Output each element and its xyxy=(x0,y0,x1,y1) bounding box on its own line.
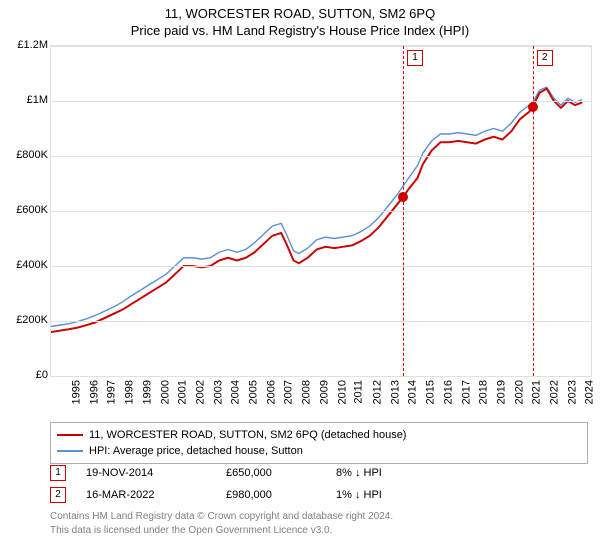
x-axis-label: 2016 xyxy=(442,380,454,404)
x-axis-label: 2002 xyxy=(194,380,206,404)
x-axis-label: 2013 xyxy=(389,380,401,404)
x-axis-label: 2006 xyxy=(265,380,277,404)
sales-marker-1: 1 xyxy=(50,465,66,481)
x-axis-label: 2010 xyxy=(336,380,348,404)
legend-row-property: 11, WORCESTER ROAD, SUTTON, SM2 6PQ (det… xyxy=(57,427,581,443)
x-axis-label: 2020 xyxy=(513,380,525,404)
legend-row-hpi: HPI: Average price, detached house, Sutt… xyxy=(57,443,581,459)
y-axis-label: £1M xyxy=(27,94,48,106)
x-axis-label: 2019 xyxy=(495,380,507,404)
x-axis-label: 2009 xyxy=(318,380,330,404)
x-axis-label: 1995 xyxy=(70,380,82,404)
y-axis-label: £1.2M xyxy=(17,39,48,51)
legend-swatch-property xyxy=(57,434,83,436)
sales-date-1: 19-NOV-2014 xyxy=(86,467,226,479)
sale-marker-chart: 1 xyxy=(407,50,423,66)
x-axis-label: 2012 xyxy=(371,380,383,404)
legend-label-property: 11, WORCESTER ROAD, SUTTON, SM2 6PQ (det… xyxy=(89,429,406,441)
y-axis-label: £600K xyxy=(16,204,48,216)
sales-price-1: £650,000 xyxy=(226,467,336,479)
legend-swatch-hpi xyxy=(57,450,83,452)
x-axis-label: 2011 xyxy=(353,380,365,404)
sales-table: 1 19-NOV-2014 £650,000 8% ↓ HPI 2 16-MAR… xyxy=(50,462,382,506)
sales-marker-2: 2 xyxy=(50,487,66,503)
x-axis-label: 2001 xyxy=(177,380,189,404)
x-axis-label: 2003 xyxy=(212,380,224,404)
y-axis-label: £400K xyxy=(16,259,48,271)
sale-dot xyxy=(398,192,408,202)
x-axis-label: 1999 xyxy=(141,380,153,404)
x-axis-label: 2018 xyxy=(478,380,490,404)
legend-label-hpi: HPI: Average price, detached house, Sutt… xyxy=(89,445,303,457)
sales-row-2: 2 16-MAR-2022 £980,000 1% ↓ HPI xyxy=(50,484,382,506)
sales-date-2: 16-MAR-2022 xyxy=(86,489,226,501)
sales-diff-2: 1% ↓ HPI xyxy=(336,489,382,501)
x-axis-label: 2014 xyxy=(407,380,419,404)
footer-line1: Contains HM Land Registry data © Crown c… xyxy=(50,510,393,524)
x-axis-label: 1997 xyxy=(106,380,118,404)
sale-vline xyxy=(403,46,404,376)
chart-plot-area: 12 xyxy=(50,45,592,377)
legend: 11, WORCESTER ROAD, SUTTON, SM2 6PQ (det… xyxy=(50,422,588,464)
x-axis-label: 2004 xyxy=(230,380,242,404)
x-axis-label: 2005 xyxy=(248,380,260,404)
x-axis-label: 1998 xyxy=(124,380,136,404)
y-axis-label: £800K xyxy=(16,149,48,161)
series-hpi xyxy=(51,87,582,326)
y-axis-label: £0 xyxy=(36,369,48,381)
x-axis-label: 2022 xyxy=(549,380,561,404)
sales-diff-1: 8% ↓ HPI xyxy=(336,467,382,479)
x-axis-label: 2008 xyxy=(301,380,313,404)
x-axis-label: 2023 xyxy=(566,380,578,404)
sale-marker-chart: 2 xyxy=(537,50,553,66)
chart-subtitle: Price paid vs. HM Land Registry's House … xyxy=(0,21,600,42)
sale-dot xyxy=(528,102,538,112)
footer: Contains HM Land Registry data © Crown c… xyxy=(50,510,393,538)
x-axis-label: 1996 xyxy=(88,380,100,404)
sales-row-1: 1 19-NOV-2014 £650,000 8% ↓ HPI xyxy=(50,462,382,484)
chart-title: 11, WORCESTER ROAD, SUTTON, SM2 6PQ xyxy=(0,0,600,21)
x-axis-label: 2021 xyxy=(531,380,543,404)
sales-price-2: £980,000 xyxy=(226,489,336,501)
x-axis-label: 2007 xyxy=(283,380,295,404)
x-axis-label: 2000 xyxy=(159,380,171,404)
y-axis-label: £200K xyxy=(16,314,48,326)
footer-line2: This data is licensed under the Open Gov… xyxy=(50,524,393,538)
x-axis-label: 2017 xyxy=(460,380,472,404)
sale-vline xyxy=(533,46,534,376)
x-axis-label: 2015 xyxy=(425,380,437,404)
x-axis-label: 2024 xyxy=(584,380,596,404)
